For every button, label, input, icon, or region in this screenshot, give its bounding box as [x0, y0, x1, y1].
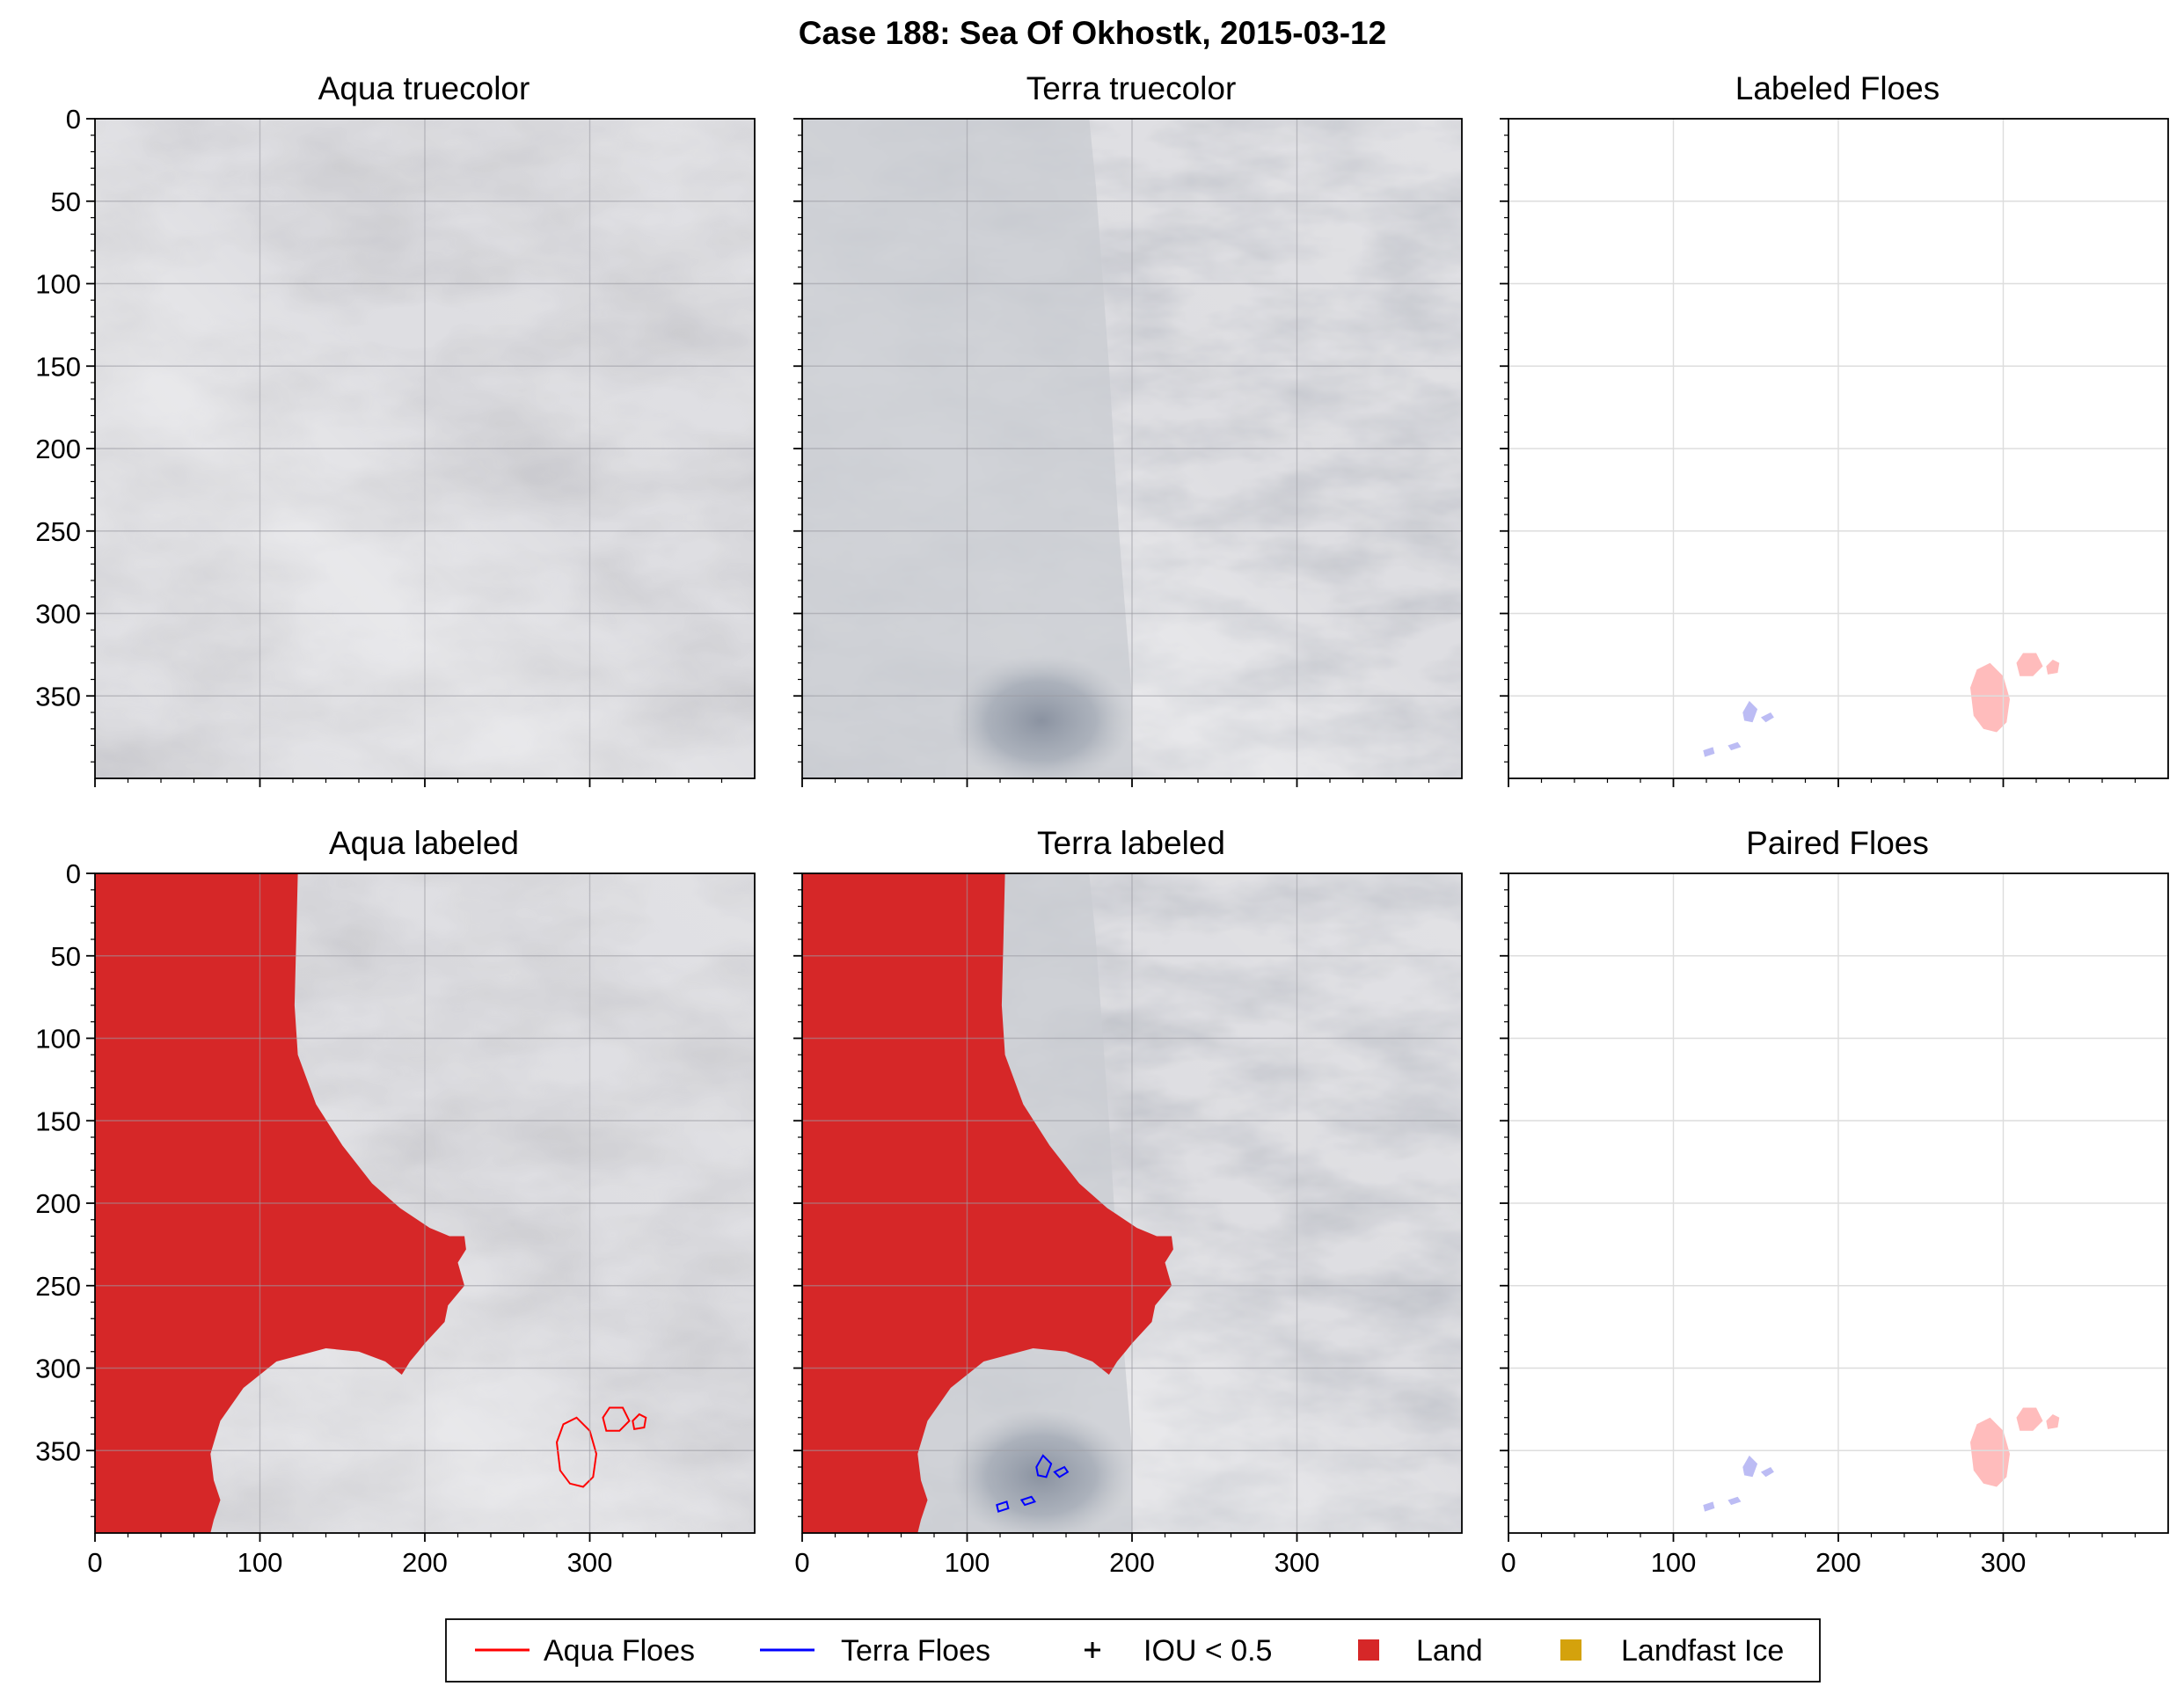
panel-title-terra-truecolor: Terra truecolor	[1026, 70, 1237, 106]
panel-4-axes: 0 100 200 300	[793, 872, 1463, 1578]
x-tick-label: 100	[1651, 1547, 1697, 1578]
y-tick-label: 300	[35, 599, 81, 630]
x-tick-label: 0	[794, 1547, 809, 1578]
y-tick-label: 50	[51, 941, 81, 972]
legend-item-1: Terra Floes	[760, 1634, 990, 1668]
legend-label: IOU < 0.5	[1143, 1634, 1272, 1668]
legend: Aqua Floes Terra Floes IOU < 0.5 Land Landfa…	[445, 1618, 1821, 1683]
legend-item-4: Landfast Ice	[1560, 1634, 1784, 1668]
legend-frame	[445, 1618, 1821, 1683]
panel-4-outline-1	[1053, 1465, 1070, 1478]
x-tick-label: 100	[237, 1547, 283, 1578]
panel-5-floe-2	[2046, 1414, 2060, 1429]
panel-3-outline-0	[555, 1416, 598, 1488]
legend-label: Aqua Floes	[544, 1634, 695, 1668]
panel-4-ice-patch	[950, 1409, 1132, 1533]
panel-5-floe-5	[1703, 1501, 1715, 1512]
axes: 0 50 100 150 200 250 300 350 0 50 100 150 200 250 300 3…	[35, 104, 2169, 1578]
panel-4-outline-2	[996, 1500, 1010, 1513]
panel-title-terra-labeled: Terra labeled	[1037, 825, 1225, 861]
y-tick-label: 0	[66, 104, 81, 135]
panel-2-floe-2	[2046, 660, 2060, 675]
panel-5-floe-3	[1742, 1455, 1758, 1478]
legend-square-swatch	[1358, 1639, 1379, 1661]
panel-2-floe-4	[1760, 712, 1774, 723]
y-tick-label: 100	[35, 269, 81, 300]
legend-square-swatch	[1560, 1639, 1581, 1661]
x-tick-label: 200	[1815, 1547, 1861, 1578]
x-tick-label: 200	[1109, 1547, 1155, 1578]
panel-5-floe-4	[1760, 1467, 1774, 1478]
panel-3-outline-1	[602, 1406, 631, 1432]
x-tick-label: 300	[1981, 1547, 2027, 1578]
legend-item-0: Aqua Floes	[475, 1634, 695, 1668]
legend-label: Terra Floes	[841, 1634, 990, 1668]
figure-title: Case 188: Sea Of Okhostk, 2015-03-12	[799, 15, 1386, 51]
x-tick-label: 200	[402, 1547, 448, 1578]
x-tick-label: 0	[87, 1547, 102, 1578]
y-tick-label: 150	[35, 351, 81, 382]
y-tick-label: 300	[35, 1354, 81, 1384]
legend-items: Aqua Floes Terra Floes IOU < 0.5 Land Landfa…	[475, 1634, 1784, 1668]
y-tick-label: 250	[35, 516, 81, 547]
panel-4-outline-3	[1019, 1495, 1036, 1507]
panel-2-floe-6	[1727, 741, 1742, 751]
panel-1-ice-patch	[950, 654, 1132, 778]
panel-1-axes	[793, 118, 1463, 787]
panel-title-paired-floes: Paired Floes	[1746, 825, 1929, 861]
panel-title-aqua-labeled: Aqua labeled	[329, 825, 519, 861]
y-tick-label: 350	[35, 1435, 81, 1466]
y-tick-label: 200	[35, 434, 81, 464]
panel-title-aqua-truecolor: Aqua truecolor	[318, 70, 530, 106]
panel-3-outline-2	[632, 1413, 647, 1431]
x-tick-label: 100	[945, 1547, 990, 1578]
y-tick-label: 50	[51, 186, 81, 217]
y-tick-label: 200	[35, 1188, 81, 1219]
panel-2-floe-3	[1742, 700, 1758, 723]
y-tick-label: 100	[35, 1024, 81, 1055]
panel-title-labeled-floes: Labeled Floes	[1735, 70, 1939, 106]
panel-2-floe-1	[2016, 653, 2043, 676]
panel-0-axes: 0 50 100 150 200 250 300 350	[35, 104, 756, 787]
panel-3-axes: 0 50 100 150 200 250 300 350 0 100 200 300	[35, 858, 756, 1578]
panel-5-axes: 0 100 200 300	[1500, 872, 2169, 1578]
legend-label: Landfast Ice	[1621, 1634, 1784, 1668]
legend-item-2: IOU < 0.5	[1085, 1634, 1272, 1668]
panel-2-floe-5	[1703, 747, 1715, 757]
panel-4-outline-0	[1035, 1454, 1053, 1478]
y-tick-label: 350	[35, 681, 81, 712]
x-tick-label: 300	[567, 1547, 613, 1578]
panel-5-floe-6	[1727, 1496, 1742, 1506]
legend-label: Land	[1416, 1634, 1483, 1668]
y-tick-label: 250	[35, 1271, 81, 1302]
panel-2-axes	[1500, 118, 2169, 787]
panel-5-floe-1	[2016, 1407, 2043, 1431]
x-tick-label: 300	[1275, 1547, 1320, 1578]
x-tick-label: 0	[1501, 1547, 1516, 1578]
legend-item-3: Land	[1358, 1634, 1483, 1668]
panel-5-floe-0	[1970, 1417, 2010, 1487]
y-tick-label: 150	[35, 1106, 81, 1136]
panel-2-floe-0	[1970, 662, 2010, 733]
y-tick-label: 0	[66, 858, 81, 889]
